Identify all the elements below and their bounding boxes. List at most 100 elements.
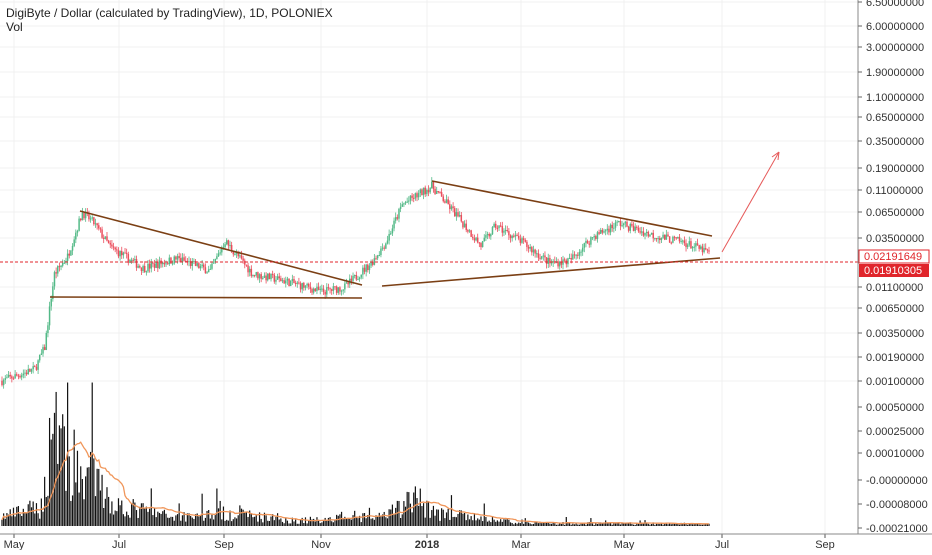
candle-body bbox=[263, 275, 266, 278]
candle-body bbox=[444, 201, 446, 203]
candle-body bbox=[216, 256, 218, 259]
candle-body bbox=[544, 255, 546, 258]
candle-body bbox=[416, 193, 418, 198]
y-tick-label: 0.00190000 bbox=[866, 352, 924, 364]
candle-body bbox=[61, 263, 64, 266]
volume-bar bbox=[680, 522, 682, 526]
candle-body bbox=[181, 257, 184, 262]
candle-body bbox=[540, 256, 543, 259]
y-tick-label: 3.00000000 bbox=[866, 42, 924, 54]
candle-body bbox=[462, 221, 464, 228]
volume-bar bbox=[413, 492, 415, 526]
volume-bar bbox=[669, 523, 671, 526]
breakout-arrow bbox=[721, 151, 780, 253]
candle-body bbox=[601, 229, 604, 233]
volume-bar bbox=[254, 516, 256, 526]
volume-bar bbox=[329, 517, 331, 526]
volume-bar bbox=[549, 523, 551, 526]
x-tick-label: May bbox=[4, 539, 25, 550]
candle-body bbox=[585, 240, 587, 244]
candle-body bbox=[135, 259, 138, 268]
volume-bar bbox=[73, 429, 75, 526]
volume-bar bbox=[688, 523, 690, 526]
volume-bar bbox=[334, 519, 336, 526]
volume-bar bbox=[14, 516, 16, 526]
candle-body bbox=[152, 262, 154, 264]
candle-body bbox=[283, 280, 285, 284]
candle-body bbox=[472, 236, 474, 239]
volume-bar bbox=[682, 523, 684, 526]
volume-bar bbox=[111, 501, 113, 526]
candle-body bbox=[198, 263, 200, 269]
volume-bar bbox=[368, 507, 371, 526]
candle-body bbox=[652, 232, 654, 239]
candle-body bbox=[468, 230, 471, 232]
volume-bar bbox=[559, 522, 561, 526]
candle-body bbox=[32, 366, 34, 370]
volume-bar bbox=[490, 522, 492, 526]
volume-bar bbox=[521, 519, 523, 526]
candle-body bbox=[573, 254, 576, 256]
volume-bar bbox=[198, 516, 200, 526]
volume-bar bbox=[55, 391, 57, 526]
volume-bar bbox=[450, 495, 453, 526]
volume-bar bbox=[677, 523, 679, 526]
candle-body bbox=[700, 246, 702, 249]
volume-bar bbox=[355, 517, 357, 526]
volume-bars bbox=[1, 382, 710, 526]
y-tick-label: 0.19000000 bbox=[866, 163, 924, 175]
candle-body bbox=[659, 238, 661, 241]
volume-bar bbox=[616, 522, 618, 526]
candle-body bbox=[606, 228, 609, 231]
volume-bar bbox=[421, 506, 423, 526]
volume-tick-label: 0.00050000 bbox=[866, 402, 924, 414]
volume-bar bbox=[206, 510, 208, 526]
candle-body bbox=[222, 247, 225, 249]
volume-bar bbox=[585, 524, 587, 526]
candle-body bbox=[193, 261, 195, 263]
volume-bar bbox=[285, 518, 287, 526]
candle-body bbox=[188, 261, 190, 263]
candle-body bbox=[178, 256, 180, 259]
candle-body bbox=[347, 282, 349, 285]
volume-bar bbox=[224, 520, 226, 526]
volume-bar bbox=[250, 513, 252, 526]
candle-body bbox=[170, 257, 172, 264]
volume-bar bbox=[700, 524, 702, 526]
volume-bar bbox=[124, 516, 126, 526]
volume-bar bbox=[370, 518, 372, 526]
volume-bar bbox=[81, 479, 83, 526]
volume-bar bbox=[221, 519, 223, 526]
volume-bar bbox=[276, 513, 279, 526]
candle-body bbox=[340, 290, 343, 292]
candle-body bbox=[527, 246, 530, 249]
candle-body bbox=[148, 263, 151, 269]
candle-body bbox=[248, 268, 251, 273]
candle-body bbox=[116, 249, 118, 251]
candle-body bbox=[532, 249, 535, 253]
volume-bar bbox=[429, 517, 431, 526]
candle-body bbox=[642, 231, 645, 236]
candle-body bbox=[644, 233, 646, 236]
candle-body bbox=[81, 212, 84, 221]
volume-bar bbox=[170, 516, 172, 526]
volume-bar bbox=[573, 524, 576, 526]
candle-body bbox=[452, 206, 454, 209]
volume-bar bbox=[547, 522, 549, 526]
candle-body bbox=[655, 238, 658, 240]
volume-bar bbox=[357, 518, 359, 526]
candle-body bbox=[212, 262, 215, 264]
volume-bar bbox=[378, 512, 380, 526]
volume-bar bbox=[147, 511, 149, 526]
candle-body bbox=[34, 366, 36, 368]
volume-bar bbox=[504, 519, 507, 526]
volume-bar bbox=[657, 523, 659, 526]
volume-bar bbox=[83, 499, 85, 526]
volume-bar bbox=[317, 519, 320, 526]
volume-bar bbox=[232, 519, 234, 526]
candle-body bbox=[204, 267, 207, 274]
volume-bar bbox=[391, 504, 394, 526]
y-tick-label: 6.00000000 bbox=[866, 21, 924, 33]
volume-bar bbox=[29, 500, 31, 526]
